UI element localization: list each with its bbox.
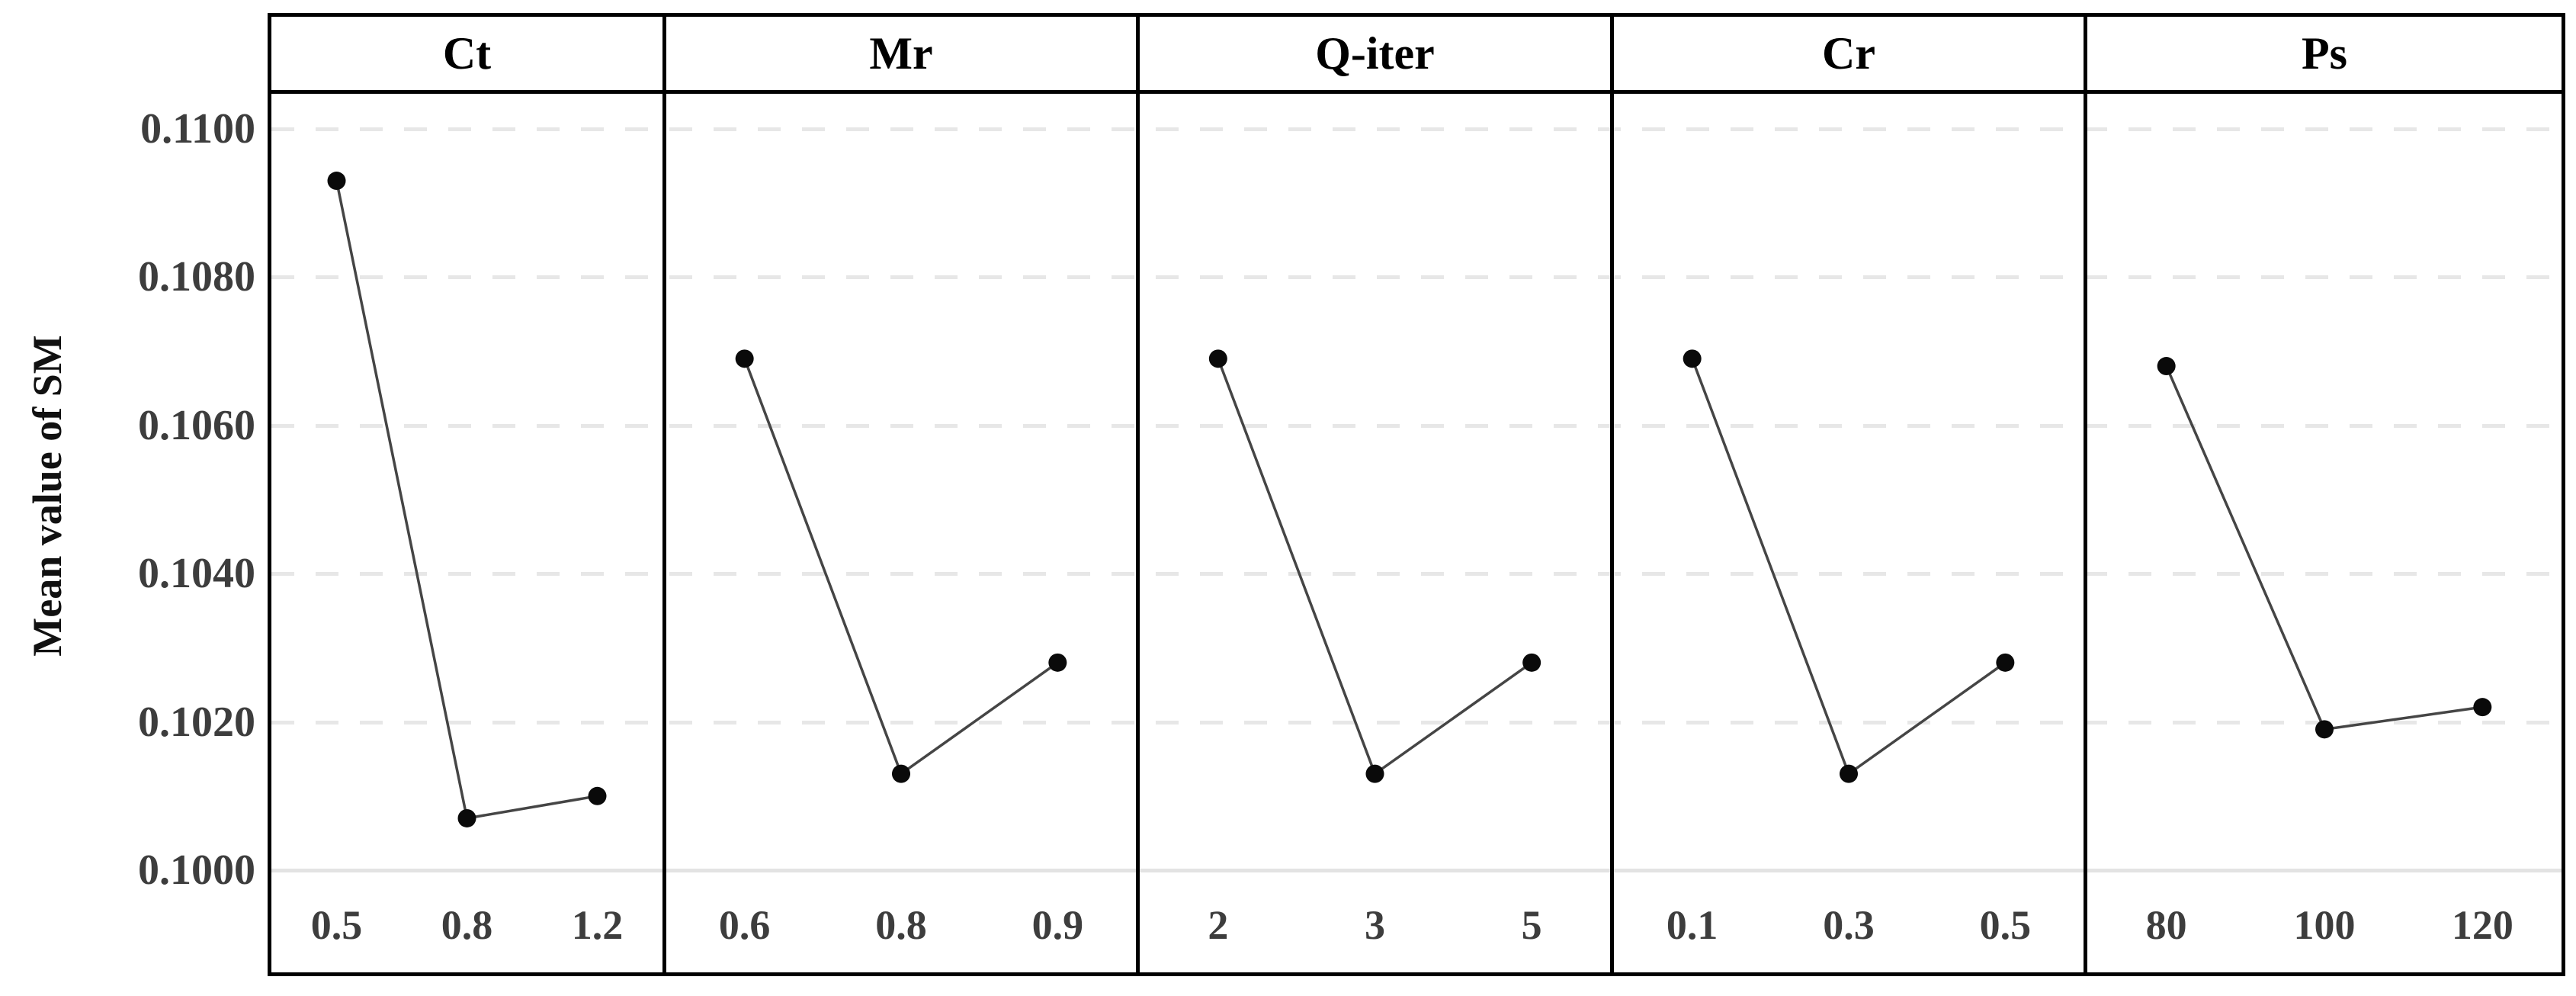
data-point-marker — [1365, 764, 1384, 783]
x-tick-label: 0.5 — [1979, 902, 2032, 948]
panel-plot-area: 0.6 0.8 0.9 — [666, 94, 1136, 972]
y-tick-label: 0.1000 — [138, 847, 255, 894]
x-tick-label: 2 — [1208, 902, 1229, 948]
panel-title: Cr — [1822, 28, 1875, 79]
data-point-marker — [1208, 349, 1227, 368]
data-point-marker — [2157, 357, 2176, 376]
x-tick-label: 1.2 — [571, 902, 624, 948]
x-tick-label: 120 — [2451, 902, 2513, 948]
panel-row: Ct 0.5 0.8 1.2 Mr 0.6 0.8 0.9 Q-iter 2 3 5 Cr 0.1 0.3 0… — [271, 17, 2562, 972]
chart-box: Ct 0.5 0.8 1.2 Mr 0.6 0.8 0.9 Q-iter 2 3 5 Cr 0.1 0.3 0… — [268, 13, 2565, 976]
data-point-marker — [2315, 720, 2334, 739]
data-point-marker — [892, 764, 910, 783]
series-line — [1217, 358, 1533, 776]
data-point-marker — [1996, 653, 2015, 672]
data-point-marker — [327, 172, 346, 191]
panel-header: Cr — [1614, 17, 2084, 94]
x-tick-label: 100 — [2293, 902, 2356, 948]
panel-q-iter: Q-iter 2 3 5 — [1136, 17, 1610, 972]
panel-title: Mr — [869, 28, 933, 79]
series-svg — [1683, 349, 2015, 783]
data-point-marker — [1683, 349, 1702, 368]
x-tick-label: 0.6 — [718, 902, 771, 948]
dashed-gridline — [271, 127, 2562, 131]
series-svg — [2157, 357, 2492, 739]
series-line — [2165, 365, 2483, 731]
data-point-marker — [735, 349, 754, 368]
panel-header: Q-iter — [1140, 17, 1610, 94]
data-point-marker — [1840, 764, 1858, 783]
series-svg — [735, 349, 1067, 783]
x-tick-label: 0.3 — [1823, 902, 1875, 948]
data-point-marker — [1522, 653, 1541, 672]
panel-title: Q-iter — [1315, 28, 1435, 79]
baseline-gridline — [271, 869, 2562, 872]
panel-mr: Mr 0.6 0.8 0.9 — [662, 17, 1136, 972]
x-tick-label: 0.1 — [1666, 902, 1718, 948]
dashed-gridline — [271, 572, 2562, 577]
panel-plot-area: 0.1 0.3 0.5 — [1614, 94, 2084, 972]
panel-plot-area: 2 3 5 — [1140, 94, 1610, 972]
x-tick-label: 5 — [1521, 902, 1542, 948]
series-svg — [327, 172, 607, 827]
x-tick-label: 0.8 — [441, 902, 493, 948]
panel-plot-area: 0.5 0.8 1.2 — [271, 94, 662, 972]
y-tick-label: 0.1040 — [138, 550, 255, 598]
dashed-gridline — [271, 423, 2562, 428]
panel-header: Ct — [271, 17, 662, 94]
panel-title: Ps — [2302, 28, 2347, 79]
x-tick-label: 0.8 — [875, 902, 927, 948]
x-tick-label: 80 — [2145, 902, 2187, 948]
panel-header: Mr — [666, 17, 1136, 94]
y-tick-label: 0.1100 — [140, 105, 255, 153]
dashed-gridline — [271, 275, 2562, 280]
y-tick-label: 0.1060 — [138, 401, 255, 449]
panel-ct: Ct 0.5 0.8 1.2 — [271, 17, 662, 972]
panel-title: Ct — [442, 28, 492, 79]
panel-header: Ps — [2087, 17, 2562, 94]
y-axis-title: Mean value of SM — [24, 335, 70, 657]
panel-ps: Ps 80 100 120 — [2084, 17, 2562, 972]
y-tick-label: 0.1080 — [138, 253, 255, 301]
x-tick-label: 0.9 — [1031, 902, 1084, 948]
series-line — [335, 180, 598, 820]
series-line — [743, 358, 1059, 776]
data-point-marker — [1048, 653, 1067, 672]
series-line — [1691, 358, 2007, 776]
dashed-gridline — [271, 720, 2562, 725]
data-point-marker — [588, 786, 607, 805]
data-point-marker — [2473, 698, 2492, 717]
y-tick-label: 0.1020 — [138, 698, 255, 746]
series-svg — [1208, 349, 1541, 783]
data-point-marker — [457, 808, 476, 827]
x-tick-label: 0.5 — [310, 902, 363, 948]
panel-cr: Cr 0.1 0.3 0.5 — [1610, 17, 2084, 972]
panel-plot-area: 80 100 120 — [2087, 94, 2562, 972]
x-tick-label: 3 — [1365, 902, 1385, 948]
